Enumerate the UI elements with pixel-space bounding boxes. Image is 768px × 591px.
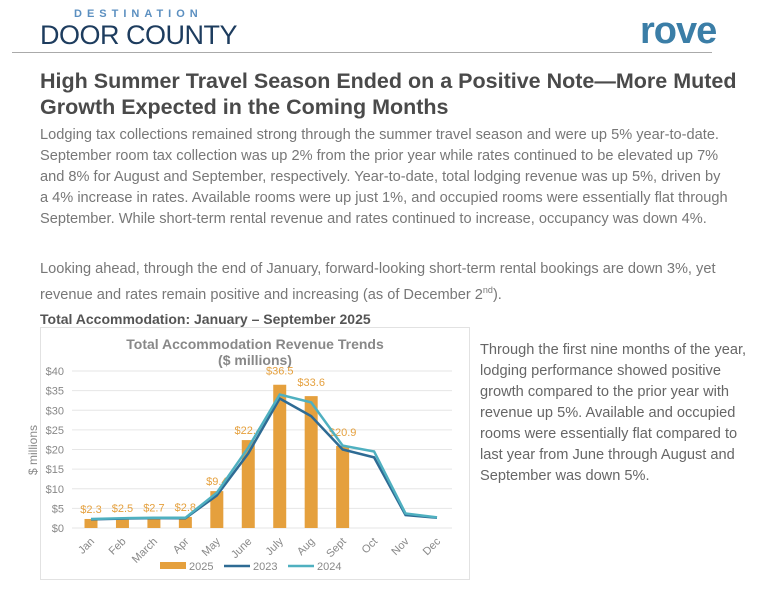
bar-data-label: $33.6 <box>297 377 325 389</box>
legend-label-2025: 2025 <box>189 561 213 573</box>
bar-Sept <box>336 445 350 528</box>
x-tick-label: May <box>200 535 224 559</box>
x-tick-label: March <box>130 536 160 566</box>
bar-data-label: $2.5 <box>112 503 133 515</box>
y-tick-label: $5 <box>52 503 64 515</box>
paragraph-1: Lodging tax collections remained strong … <box>40 127 728 227</box>
bar-data-label: $2.3 <box>80 504 101 516</box>
bar-July <box>273 384 287 528</box>
x-tick-label: Apr <box>171 535 192 556</box>
side-text: Through the first nine months of the yea… <box>480 342 747 484</box>
chart-subtitle: ($ millions) <box>218 352 292 368</box>
x-tick-label: Jan <box>76 536 97 557</box>
x-tick-label: Feb <box>107 536 129 558</box>
x-tick-label: June <box>229 536 254 561</box>
bar-Jan <box>84 518 98 528</box>
y-tick-label: $0 <box>52 523 64 535</box>
bar-Feb <box>115 518 129 528</box>
y-tick-label: $35 <box>46 386 64 398</box>
legend-label-2024: 2024 <box>317 561 341 573</box>
paragraph-2-end: ). <box>492 286 502 303</box>
y-tick-label: $20 <box>46 445 64 457</box>
bar-June <box>241 440 255 528</box>
rove-logo: rove <box>640 10 717 52</box>
x-tick-label: Aug <box>295 536 317 558</box>
y-tick-label: $15 <box>46 464 64 476</box>
paragraph-2-text: Looking ahead, through the end of Januar… <box>40 261 716 303</box>
y-tick-label: $25 <box>46 425 64 437</box>
page-title: High Summer Travel Season Ended on a Pos… <box>40 69 737 119</box>
header-divider <box>12 52 712 53</box>
bar-Aug <box>304 396 318 528</box>
chart-title: Total Accommodation Revenue Trends <box>126 336 384 352</box>
x-tick-label: Nov <box>389 535 412 558</box>
chart-frame <box>40 327 470 580</box>
y-tick-label: $40 <box>46 366 64 378</box>
y-tick-label: $30 <box>46 405 64 417</box>
x-tick-label: Dec <box>421 535 444 558</box>
bar-data-label: $36.5 <box>266 366 294 378</box>
line-2023 <box>90 396 438 521</box>
destination-logo-top: DESTINATION <box>74 8 203 20</box>
bar-March <box>147 517 161 528</box>
section-heading: Total Accommodation: January – September… <box>40 311 371 327</box>
line-2024 <box>90 393 438 521</box>
bar-Apr <box>178 517 192 528</box>
legend-swatch-2025 <box>160 562 186 569</box>
x-tick-label: Sept <box>324 536 348 560</box>
paragraph-2: Looking ahead, through the end of Januar… <box>40 259 730 306</box>
paragraph-2-sup: nd <box>482 285 493 295</box>
x-tick-label: July <box>264 535 287 558</box>
x-tick-label: Oct <box>360 536 381 557</box>
y-tick-label: $10 <box>46 484 64 496</box>
bar-data-label: $2.7 <box>143 502 164 514</box>
y-axis-label: $ millions <box>26 425 40 475</box>
door-county-logo: DOOR COUNTY <box>40 20 238 50</box>
bar-data-label: $2.8 <box>175 502 196 514</box>
bar-May <box>210 491 224 528</box>
legend-label-2023: 2023 <box>253 561 277 573</box>
